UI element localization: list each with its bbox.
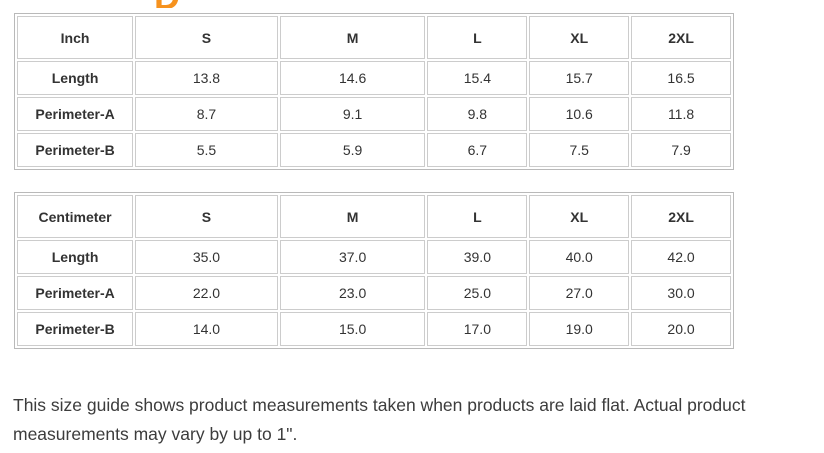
size-column-header: 2XL — [631, 195, 731, 238]
row-label-cell: Perimeter-B — [17, 312, 134, 346]
size-column-header: S — [135, 16, 278, 59]
table-row: Length 35.0 37.0 39.0 40.0 42.0 — [17, 240, 731, 274]
inch-header-row: Inch S M L XL 2XL — [17, 16, 731, 59]
size-column-header: L — [427, 16, 528, 59]
table-row: Perimeter-A 22.0 23.0 25.0 27.0 30.0 — [17, 276, 731, 310]
clipped-heading-fragment: D — [154, 0, 184, 8]
measurement-cell: 22.0 — [135, 276, 278, 310]
measurement-cell: 15.0 — [279, 312, 426, 346]
measurement-cell: 39.0 — [427, 240, 528, 274]
measurement-cell: 6.7 — [427, 133, 528, 167]
table-row: Perimeter-A 8.7 9.1 9.8 10.6 11.8 — [17, 97, 731, 131]
measurement-cell: 20.0 — [631, 312, 731, 346]
measurement-cell: 35.0 — [135, 240, 278, 274]
measurement-cell: 42.0 — [631, 240, 731, 274]
measurement-cell: 30.0 — [631, 276, 731, 310]
size-guide-section: Inch S M L XL 2XL Length 13.8 14.6 15.4 … — [13, 13, 809, 449]
measurement-cell: 19.0 — [529, 312, 630, 346]
measurement-cell: 8.7 — [135, 97, 278, 131]
row-label-cell: Perimeter-A — [17, 276, 134, 310]
measurement-cell: 15.4 — [427, 61, 528, 95]
measurement-cell: 5.9 — [279, 133, 426, 167]
measurement-cell: 23.0 — [279, 276, 426, 310]
size-column-header: 2XL — [631, 16, 731, 59]
centimeter-header-row: Centimeter S M L XL 2XL — [17, 195, 731, 238]
measurement-cell: 27.0 — [529, 276, 630, 310]
size-guide-note: This size guide shows product measuremen… — [13, 395, 746, 444]
measurement-cell: 7.5 — [529, 133, 630, 167]
size-column-header: XL — [529, 16, 630, 59]
table-row: Length 13.8 14.6 15.4 15.7 16.5 — [17, 61, 731, 95]
size-column-header: S — [135, 195, 278, 238]
measurement-cell: 9.1 — [279, 97, 426, 131]
measurement-cell: 16.5 — [631, 61, 731, 95]
measurement-cell: 5.5 — [135, 133, 278, 167]
measurement-cell: 17.0 — [427, 312, 528, 346]
heading-letter: D — [154, 0, 184, 8]
measurement-cell: 37.0 — [279, 240, 426, 274]
measurement-cell: 25.0 — [427, 276, 528, 310]
measurement-cell: 13.8 — [135, 61, 278, 95]
row-label-cell: Length — [17, 240, 134, 274]
size-column-header: M — [279, 16, 426, 59]
measurement-cell: 11.8 — [631, 97, 731, 131]
measurement-cell: 7.9 — [631, 133, 731, 167]
row-label-cell: Perimeter-A — [17, 97, 134, 131]
inch-size-table: Inch S M L XL 2XL Length 13.8 14.6 15.4 … — [14, 13, 734, 170]
centimeter-size-table: Centimeter S M L XL 2XL Length 35.0 37.0… — [14, 192, 734, 349]
measurement-cell: 9.8 — [427, 97, 528, 131]
measurement-cell: 15.7 — [529, 61, 630, 95]
row-label-cell: Length — [17, 61, 134, 95]
measurement-cell: 14.0 — [135, 312, 278, 346]
measurement-cell: 10.6 — [529, 97, 630, 131]
size-column-header: L — [427, 195, 528, 238]
size-column-header: M — [279, 195, 426, 238]
table-row: Perimeter-B 5.5 5.9 6.7 7.5 7.9 — [17, 133, 731, 167]
table-row: Perimeter-B 14.0 15.0 17.0 19.0 20.0 — [17, 312, 731, 346]
unit-header-cell: Inch — [17, 16, 134, 59]
size-column-header: XL — [529, 195, 630, 238]
measurement-cell: 40.0 — [529, 240, 630, 274]
measurement-cell: 14.6 — [279, 61, 426, 95]
row-label-cell: Perimeter-B — [17, 133, 134, 167]
unit-header-cell: Centimeter — [17, 195, 134, 238]
